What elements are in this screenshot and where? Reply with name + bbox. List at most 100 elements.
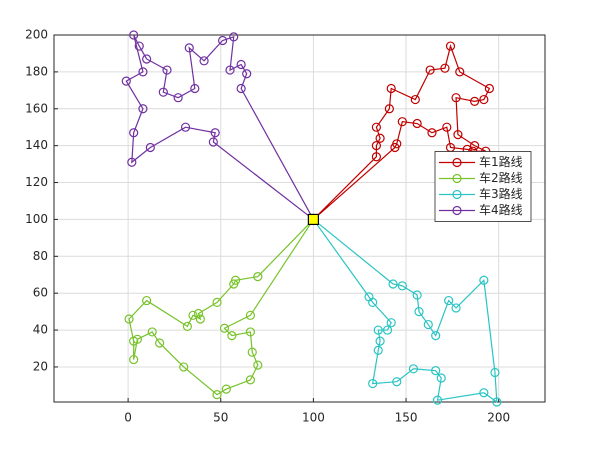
route-point (158, 87, 168, 97)
route-point (469, 96, 480, 106)
route-point (142, 54, 152, 64)
legend-marker (452, 157, 462, 168)
route-point (199, 56, 209, 66)
legend-box (434, 151, 532, 222)
route-point (225, 65, 235, 75)
legend-label: 车1路线 (479, 154, 523, 169)
route-point (129, 30, 139, 40)
route-point (253, 271, 263, 282)
route-point (129, 354, 139, 365)
y-tick-label: 120 (25, 175, 48, 189)
legend-marker (452, 189, 462, 200)
route-point (173, 93, 183, 103)
route-point (412, 290, 422, 300)
route-point (180, 122, 191, 132)
route-point (414, 307, 424, 317)
x-tick-label: 50 (213, 411, 228, 425)
route-line (312, 44, 491, 220)
route-point (469, 141, 480, 151)
route-point (210, 128, 220, 138)
route-point (184, 43, 194, 53)
route-point (412, 118, 422, 129)
route-point (382, 325, 393, 335)
legend-label: 车2路线 (479, 170, 523, 185)
route-point (229, 32, 239, 42)
route-point (455, 67, 465, 77)
route-point (132, 334, 142, 344)
route-point (229, 279, 239, 289)
route-point (142, 295, 152, 306)
route-point (245, 310, 255, 320)
route-line (312, 218, 498, 404)
route-point (410, 94, 420, 105)
route-point (368, 378, 378, 389)
y-tick-label: 80 (33, 249, 48, 263)
route-point (188, 310, 198, 320)
route-point (425, 65, 435, 75)
route-point (397, 117, 407, 127)
x-tick-label: 0 (124, 411, 132, 425)
route-point (212, 297, 222, 308)
route-point (127, 157, 137, 167)
route-point (451, 303, 461, 313)
x-tick-label: 100 (302, 411, 325, 425)
route-point (388, 279, 398, 289)
route-point (218, 35, 228, 46)
route-point (253, 360, 263, 370)
route-point (129, 128, 139, 138)
route-point (453, 129, 463, 140)
plot-frame (53, 34, 546, 403)
route-point (236, 83, 246, 94)
route-point (242, 69, 252, 79)
route-point (423, 319, 433, 330)
route-point (245, 375, 255, 385)
route-point (442, 122, 452, 132)
route-point (436, 373, 446, 383)
route-point (384, 104, 394, 114)
route-point (212, 390, 222, 400)
route-point (124, 314, 134, 324)
legend-marker (452, 173, 462, 184)
route-point (219, 323, 230, 333)
route-point (134, 41, 144, 51)
y-tick-label: 20 (33, 359, 48, 373)
route-point (451, 93, 461, 103)
route-point (138, 67, 148, 77)
route-point (484, 83, 495, 94)
route-point (190, 83, 200, 94)
route-point (373, 345, 383, 355)
route-point (179, 362, 189, 372)
route-point (371, 141, 381, 151)
route-point (408, 364, 419, 374)
route-point (373, 325, 383, 335)
route-point (227, 331, 237, 341)
legend-label: 车3路线 (479, 186, 523, 201)
route-point (364, 292, 374, 302)
y-tick-label: 180 (25, 64, 48, 78)
route-point (479, 94, 489, 105)
y-tick-label: 60 (33, 286, 48, 300)
route-point (371, 152, 381, 162)
route-point (440, 63, 450, 73)
route-point (155, 338, 165, 348)
x-tick-label: 150 (395, 411, 418, 425)
route-point (195, 314, 205, 324)
route-point (397, 281, 407, 291)
route-point (121, 76, 131, 86)
route-point (431, 331, 441, 341)
route-point (208, 137, 218, 147)
route-point (182, 321, 193, 331)
route-point (375, 336, 385, 346)
y-tick-label: 140 (25, 138, 48, 152)
route-point (492, 397, 502, 407)
legend-label: 车4路线 (479, 202, 523, 217)
y-tick-label: 160 (25, 101, 48, 115)
route-point (247, 347, 257, 357)
route-point (386, 318, 396, 328)
route-point (392, 377, 402, 387)
route-point (445, 41, 456, 51)
y-tick-label: 40 (33, 323, 48, 337)
route-point (386, 83, 396, 94)
route-point (371, 122, 381, 132)
legend-marker (452, 205, 462, 216)
